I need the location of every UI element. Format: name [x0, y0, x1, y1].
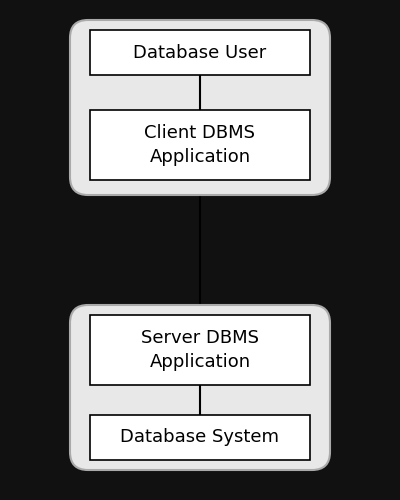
FancyBboxPatch shape: [90, 315, 310, 385]
FancyBboxPatch shape: [90, 415, 310, 460]
FancyBboxPatch shape: [70, 305, 330, 470]
FancyBboxPatch shape: [90, 30, 310, 75]
Text: Database User: Database User: [133, 44, 267, 62]
Text: Server DBMS
Application: Server DBMS Application: [141, 329, 259, 371]
FancyBboxPatch shape: [90, 110, 310, 180]
Text: Database System: Database System: [120, 428, 280, 446]
Text: Client DBMS
Application: Client DBMS Application: [144, 124, 256, 166]
FancyBboxPatch shape: [70, 20, 330, 195]
